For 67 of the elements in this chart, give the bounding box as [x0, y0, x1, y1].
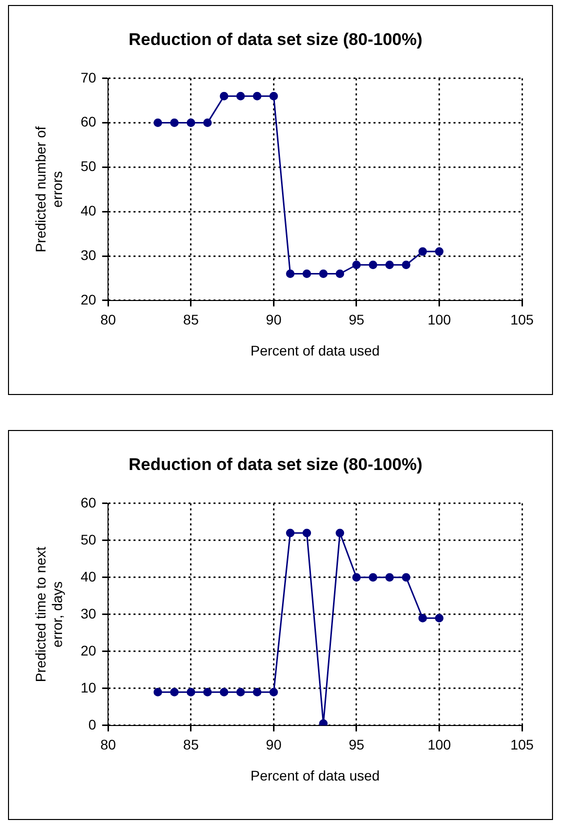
point: [336, 270, 344, 278]
point: [236, 92, 245, 100]
y-tick-label: 40: [80, 568, 96, 584]
point: [186, 688, 196, 696]
point: [286, 528, 295, 538]
point: [203, 688, 212, 696]
y-tick-label: 60: [80, 114, 96, 130]
point: [186, 118, 196, 128]
x-tick-label: 100: [428, 736, 452, 753]
point: [269, 92, 278, 100]
y-axis-title: Predicted time to next error, days: [32, 546, 66, 682]
point: [385, 260, 394, 270]
point: [418, 614, 427, 622]
y-tick-label: 0: [88, 716, 96, 732]
point: [385, 573, 394, 582]
point: [154, 118, 162, 128]
point: [434, 614, 444, 622]
y-tick-label: 30: [80, 246, 96, 263]
point: [418, 247, 427, 256]
y-tick-label: 70: [80, 69, 96, 86]
point: [302, 270, 312, 278]
x-tick-label: 100: [428, 312, 452, 328]
chart-title: Reduction of data set size (80-100%): [128, 454, 422, 474]
y-tick-label: 30: [80, 605, 96, 622]
point: [220, 92, 228, 100]
point: [402, 573, 410, 582]
x-tick-label: 85: [183, 312, 199, 328]
y-tick-label: 10: [80, 679, 96, 696]
x-tick-label: 95: [348, 312, 364, 328]
chart-title: Reduction of data set size (80-100%): [128, 30, 422, 49]
point: [286, 270, 295, 278]
point: [434, 247, 444, 256]
y-tick-label: 60: [80, 494, 96, 510]
point: [220, 688, 228, 696]
point: [368, 573, 378, 582]
point: [170, 118, 179, 128]
point: [302, 528, 312, 538]
point: [203, 118, 212, 128]
point: [319, 719, 328, 726]
point: [352, 260, 361, 270]
y-axis-title: Predicted number of errors: [32, 126, 66, 252]
x-tick-label: 105: [510, 736, 534, 753]
point: [170, 688, 179, 696]
point: [352, 573, 361, 582]
point: [368, 260, 378, 270]
point: [402, 260, 410, 270]
y-tick-label: 40: [80, 202, 96, 218]
point: [336, 528, 344, 538]
point: [154, 688, 162, 696]
point: [236, 688, 245, 696]
x-tick-label: 85: [183, 736, 199, 753]
point: [252, 92, 262, 100]
x-tick-label: 90: [266, 736, 282, 753]
point: [319, 270, 328, 278]
point: [252, 688, 262, 696]
x-axis-title: Percent of data used: [250, 767, 380, 784]
x-tick-label: 95: [348, 736, 364, 753]
x-tick-label: 90: [266, 312, 282, 328]
point: [269, 688, 278, 696]
y-tick-label: 20: [80, 642, 96, 658]
y-tick-label: 20: [80, 291, 96, 308]
x-tick-label: 80: [100, 312, 116, 328]
y-tick-label: 50: [80, 531, 96, 548]
x-axis-title: Percent of data used: [250, 342, 380, 358]
x-tick-label: 105: [510, 312, 534, 328]
x-tick-label: 80: [100, 736, 116, 753]
y-tick-label: 50: [80, 158, 96, 174]
